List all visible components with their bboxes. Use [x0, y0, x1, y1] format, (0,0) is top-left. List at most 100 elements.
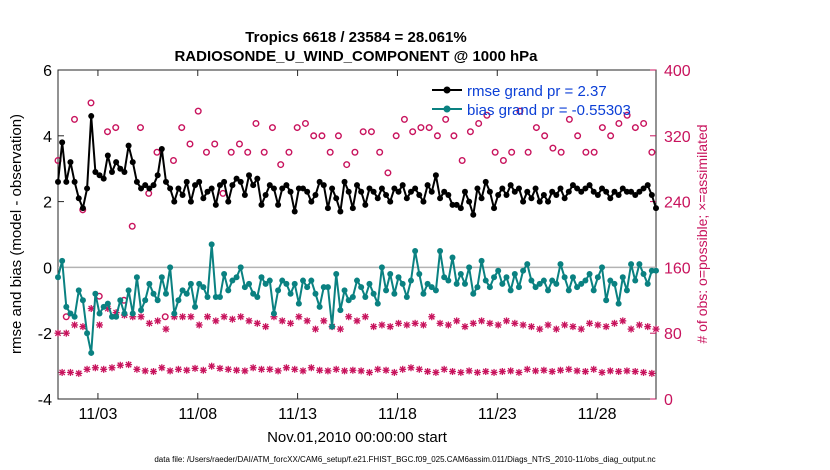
assimilated-obs-point — [457, 368, 465, 376]
rmse-point — [557, 185, 564, 192]
assimilated-obs-point — [187, 313, 195, 321]
assimilated-obs-point — [125, 361, 133, 369]
assimilated-obs-point — [606, 367, 614, 375]
bias-point — [594, 274, 601, 281]
assimilated-obs-point — [133, 365, 141, 373]
bias-point — [628, 261, 635, 268]
rmse-point — [117, 165, 124, 172]
right-y-tick-label: 0 — [664, 392, 673, 409]
possible-obs-point — [70, 115, 78, 123]
left-y-tick-label: -4 — [38, 392, 52, 409]
rmse-point — [644, 182, 651, 189]
rmse-point — [623, 188, 630, 195]
x-axis-label: Nov.01,2010 00:00:00 start — [267, 429, 448, 446]
assimilated-obs-point — [62, 329, 70, 337]
rmse-point — [358, 188, 365, 195]
possible-obs-point — [334, 132, 342, 140]
rmse-point — [246, 172, 253, 179]
rmse-point — [586, 182, 593, 189]
assimilated-obs-point — [320, 317, 328, 325]
rmse-point — [142, 182, 149, 189]
possible-obs-point — [227, 148, 235, 156]
bias-point — [374, 300, 381, 307]
legend-rmse-label: rmse grand pr = 2.37 — [467, 83, 607, 100]
bias-point — [445, 277, 452, 284]
rmse-point — [470, 211, 477, 218]
rmse-point — [287, 188, 294, 195]
rmse-point — [441, 188, 448, 195]
assimilated-obs-point — [648, 369, 656, 377]
possible-obs-point — [458, 156, 466, 164]
bias-point — [615, 300, 622, 307]
bias-point — [183, 290, 190, 297]
rmse-point — [241, 192, 248, 199]
possible-obs-point — [277, 161, 285, 169]
rmse-point — [250, 182, 257, 189]
rmse-point — [283, 182, 290, 189]
assimilated-obs-point — [224, 365, 232, 373]
assimilated-obs-point — [249, 364, 257, 372]
possible-obs-point — [499, 156, 507, 164]
assimilated-obs-point — [536, 325, 544, 333]
assimilated-obs-point — [461, 323, 469, 331]
assimilated-obs-point — [527, 323, 535, 331]
possible-obs-point — [318, 132, 326, 140]
rmse-point — [204, 188, 211, 195]
bias-point — [437, 247, 444, 254]
assimilated-obs-point — [478, 317, 486, 325]
assimilated-obs-point — [399, 365, 407, 373]
bias-point — [117, 297, 124, 304]
bias-point — [636, 261, 643, 268]
bias-point — [329, 323, 336, 330]
bias-point — [383, 287, 390, 294]
rmse-point — [304, 188, 311, 195]
assimilated-obs-point — [602, 323, 610, 331]
rmse-point — [582, 185, 589, 192]
rmse-point — [71, 178, 78, 185]
rmse-point — [653, 205, 659, 212]
assimilated-obs-point — [428, 313, 436, 321]
assimilated-obs-point — [523, 365, 531, 373]
assimilated-obs-point — [386, 323, 394, 331]
bias-point — [354, 277, 360, 284]
assimilated-obs-point — [357, 367, 365, 375]
rmse-point — [453, 201, 460, 208]
possible-obs-point — [194, 107, 202, 115]
bias-point — [262, 280, 269, 287]
possible-obs-point — [631, 124, 639, 132]
rmse-point — [403, 195, 410, 202]
rmse-point — [574, 185, 581, 192]
rmse-point — [391, 185, 398, 192]
rmse-point — [125, 142, 132, 149]
assimilated-obs-point — [303, 317, 311, 325]
rmse-point — [374, 195, 381, 202]
assimilated-obs-point — [365, 368, 373, 376]
assimilated-obs-point — [440, 365, 448, 373]
rmse-point — [486, 188, 493, 195]
bias-point — [113, 313, 120, 320]
bias-point — [171, 310, 178, 317]
possible-obs-point — [400, 115, 408, 123]
possible-obs-point — [376, 148, 384, 156]
assimilated-obs-point — [407, 364, 415, 372]
possible-obs-point — [211, 140, 219, 148]
bias-point — [623, 287, 630, 294]
rmse-point — [258, 201, 265, 208]
possible-obs-point — [433, 132, 441, 140]
assimilated-obs-point — [540, 366, 548, 374]
possible-obs-point — [442, 115, 450, 123]
bias-point — [108, 313, 115, 320]
bias-point — [200, 284, 207, 291]
assimilated-obs-point — [145, 319, 153, 327]
rmse-point — [63, 178, 70, 185]
rmse-point — [599, 185, 606, 192]
possible-obs-point — [582, 148, 590, 156]
assimilated-obs-point — [644, 323, 652, 331]
right-y-axis-ticks: 0 80 160 240 320 400 — [650, 63, 691, 409]
bias-point — [341, 287, 348, 294]
rmse-point — [233, 175, 240, 182]
assimilated-obs-point — [465, 367, 473, 375]
assimilated-obs-point — [623, 367, 631, 375]
rmse-point — [320, 182, 327, 189]
rmse-point — [416, 192, 423, 199]
